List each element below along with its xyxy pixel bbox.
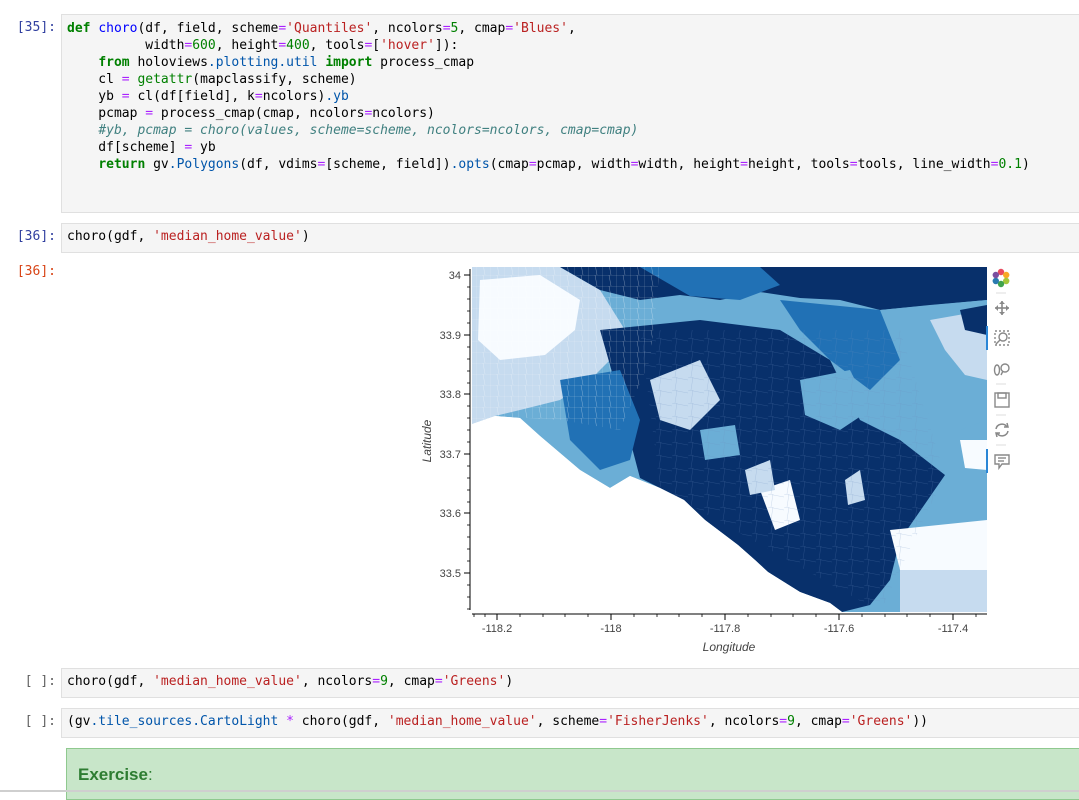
y-axis: 34 33.9 33.8 33.7 33.6 33.5 Latitude [420,269,471,610]
x-tick-label: -118 [600,623,621,635]
x-tick-label: -117.4 [938,623,968,635]
map-area[interactable] [472,267,987,612]
y-tick-label: 34 [449,270,461,282]
cell-prompt-empty: [ ]: [24,674,56,689]
exercise-box: Exercise: [66,748,1079,800]
x-axis-label: Longitude [703,640,756,654]
code-editor[interactable]: (gv.tile_sources.CartoLight * choro(gdf,… [67,714,929,729]
y-axis-label: Latitude [420,419,434,462]
wheel-zoom-icon[interactable] [993,363,1010,376]
plot-toolbar [986,268,1010,473]
hover-icon[interactable] [994,454,1010,471]
y-tick-label: 33.6 [440,508,461,520]
output-prompt-36: [36]: [16,264,56,279]
active-tool-indicator [986,326,988,350]
code-cell-35[interactable]: def choro(df, field, scheme='Quantiles',… [61,14,1079,213]
cell-prompt-empty: [ ]: [24,714,56,729]
exercise-colon: : [147,765,153,784]
code-editor[interactable]: def choro(df, field, scheme='Quantiles',… [67,21,1030,172]
pan-icon[interactable] [995,301,1009,315]
box-zoom-icon[interactable] [994,330,1010,346]
code-editor[interactable]: choro(gdf, 'median_home_value', ncolors=… [67,674,514,689]
x-tick-label: -118.2 [482,623,512,635]
x-tick-label: -117.6 [824,623,854,635]
exercise-title: Exercise [78,765,148,784]
bokeh-logo-icon[interactable] [992,268,1010,288]
reset-icon[interactable] [995,422,1009,438]
code-cell-greens[interactable]: choro(gdf, 'median_home_value', ncolors=… [61,668,1079,698]
y-tick-label: 33.8 [440,389,461,401]
code-cell-tiles[interactable]: (gv.tile_sources.CartoLight * choro(gdf,… [61,708,1079,738]
y-tick-label: 33.7 [440,449,461,461]
active-tool-indicator [986,449,988,473]
code-editor[interactable]: choro(gdf, 'median_home_value') [67,229,310,244]
code-cell-36[interactable]: choro(gdf, 'median_home_value') [61,223,1079,253]
x-axis: -118.2 -118 -117.8 -117.6 -117.4 Longitu… [472,613,987,654]
divider [0,790,1079,792]
cell-prompt-36: [36]: [16,229,56,244]
y-tick-label: 33.5 [440,568,461,580]
y-tick-label: 33.9 [440,330,461,342]
cell-prompt-35: [35]: [16,20,56,35]
save-icon[interactable] [994,392,1010,408]
x-tick-label: -117.8 [710,623,740,635]
